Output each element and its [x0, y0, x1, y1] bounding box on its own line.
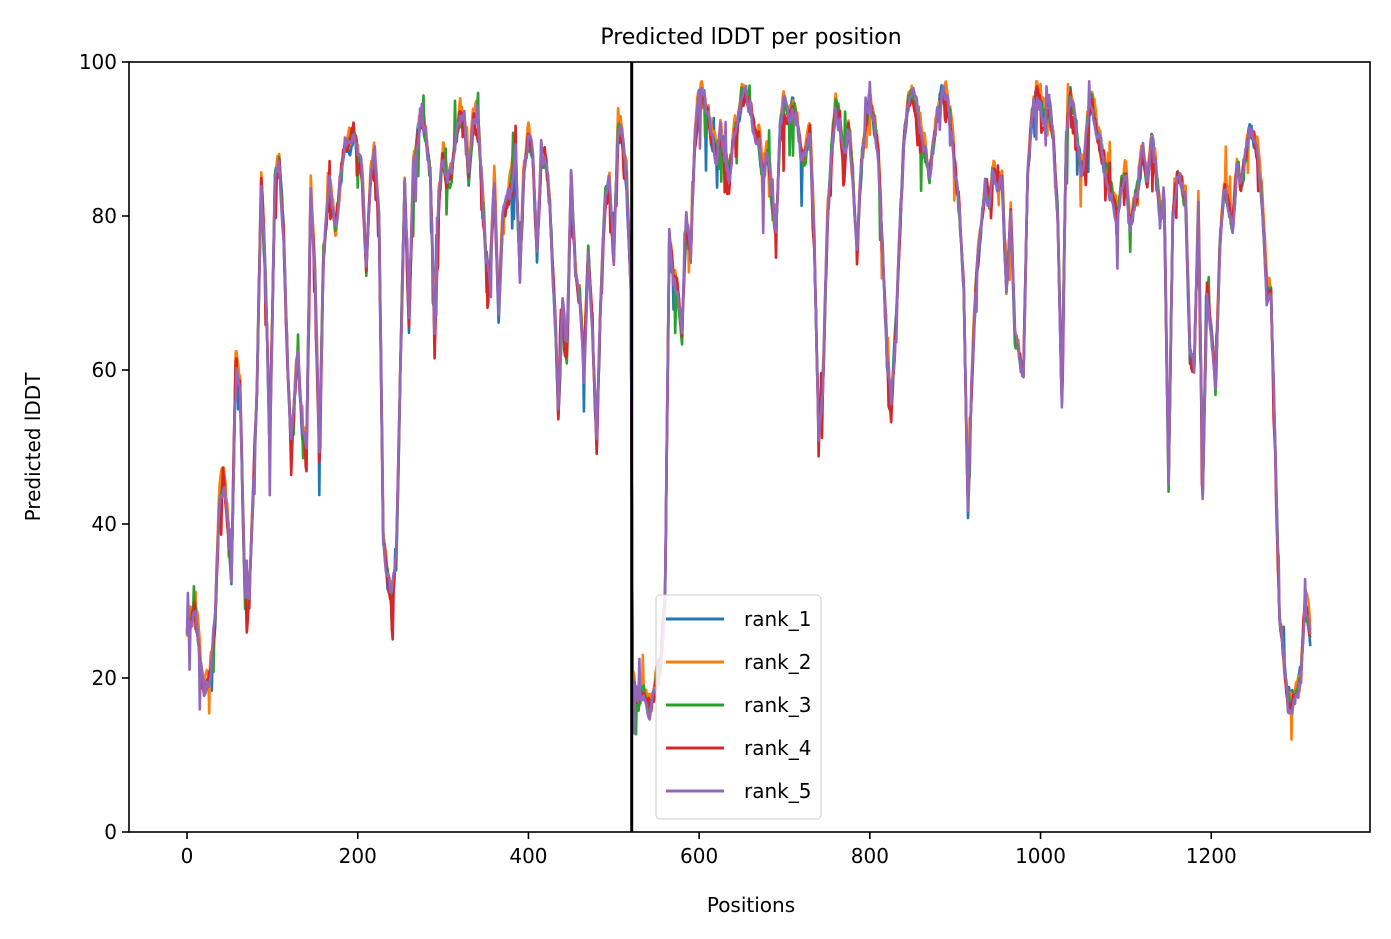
y-tick-label: 60	[92, 358, 117, 382]
x-tick-label: 0	[181, 844, 194, 868]
x-tick-label: 600	[680, 844, 718, 868]
x-tick-label: 800	[851, 844, 889, 868]
y-tick-label: 20	[92, 666, 117, 690]
plot-frame	[128, 61, 1371, 833]
series-line-rank_5	[185, 80, 1312, 735]
legend-label-rank_2: rank_2	[744, 650, 811, 674]
x-tick-label: 400	[509, 844, 547, 868]
y-tick-label: 40	[92, 512, 117, 536]
legend-label-rank_1: rank_1	[744, 607, 811, 631]
x-axis-label: Positions	[707, 893, 795, 917]
legend: rank_1 rank_2 rank_3 rank_4 rank_5	[655, 594, 822, 820]
x-tick-label: 200	[339, 844, 377, 868]
x-tick-label: 1200	[1186, 844, 1237, 868]
legend-label-rank_5: rank_5	[744, 779, 811, 803]
y-tick-label: 80	[92, 204, 117, 228]
plot-area	[185, 62, 1312, 832]
x-tick-label: 1000	[1015, 844, 1066, 868]
chart-title: Predicted lDDT per position	[600, 25, 901, 50]
y-axis-label: Predicted lDDT	[21, 372, 45, 522]
y-tick-label: 0	[104, 820, 117, 844]
legend-label-rank_4: rank_4	[744, 736, 811, 760]
legend-frame	[655, 594, 822, 820]
y-tick-label: 100	[79, 50, 117, 74]
legend-label-rank_3: rank_3	[744, 693, 811, 717]
axis-ticks: 0 200 400 600 800 1000 1200 0 20 40 60 80 100	[79, 50, 1237, 868]
